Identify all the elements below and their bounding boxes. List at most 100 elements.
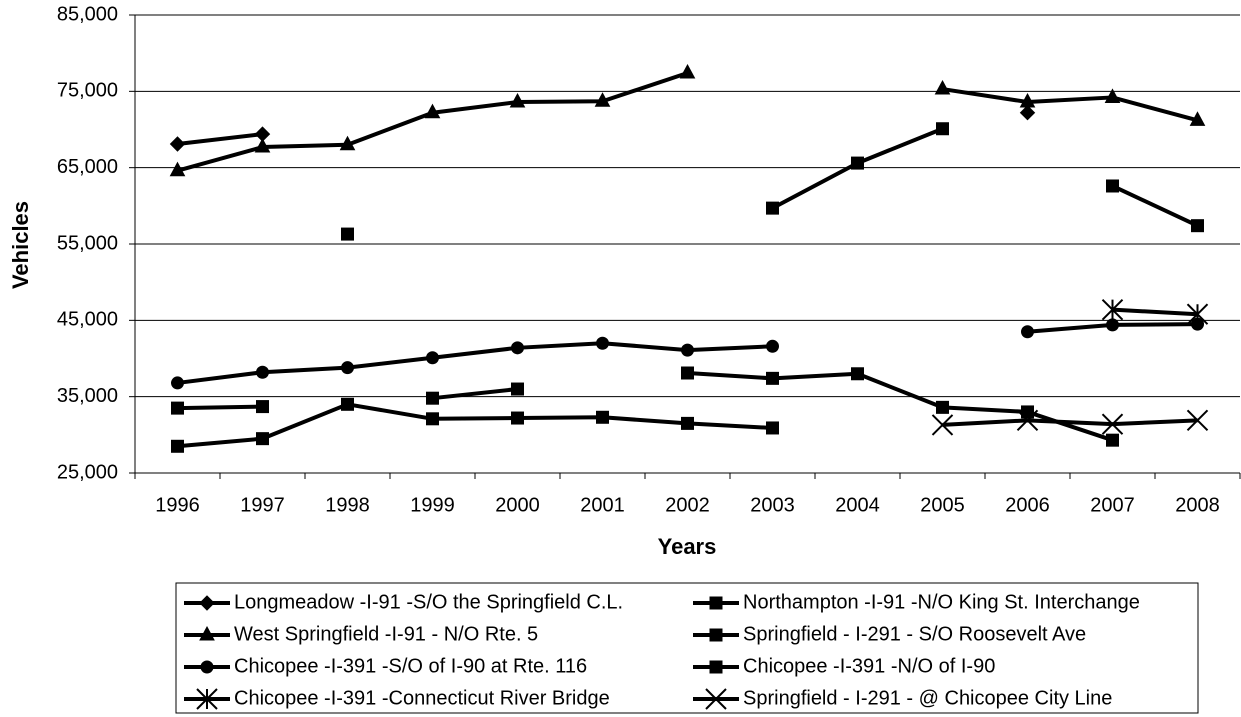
legend-box [175,582,1199,714]
x-tick-label: 2004 [835,494,880,516]
marker [169,161,186,177]
marker [426,391,439,405]
marker [1019,92,1036,108]
legend-label: Chicopee -I-391 -S/O of I-90 at Rte. 116 [234,655,587,677]
marker [766,421,779,435]
x-tick-label: 2002 [665,494,710,516]
marker [679,63,696,79]
marker [931,414,954,436]
y-tick-label: 65,000 [57,156,118,178]
marker [254,138,271,153]
x-tick-label: 1997 [240,494,285,516]
x-axis-label: Years [658,534,717,559]
marker [341,397,354,411]
marker [1019,104,1036,121]
legend-label: Chicopee -I-391 -Connecticut River Bridg… [234,687,610,709]
marker [256,432,269,446]
marker [936,400,949,414]
marker [1189,111,1206,126]
marker [934,79,951,95]
y-tick-label: 45,000 [57,309,118,331]
line [1112,307,1198,317]
legend-label: Springfield - I-291 - @ Chicopee City Li… [743,687,1112,709]
x-tick-label: 2000 [495,494,540,516]
x-tick-label: 1999 [410,494,455,516]
marker [341,361,354,375]
marker [596,410,609,424]
marker [1101,413,1124,435]
marker [851,156,864,170]
marker [1104,88,1121,103]
line [176,71,1199,173]
x-tick-label: 2008 [1175,494,1220,516]
marker [1021,325,1034,339]
legend-label: Longmeadow -I-91 -S/O the Springfield C.… [234,591,623,613]
marker [169,136,186,152]
y-tick-label: 25,000 [57,461,118,483]
marker [511,411,524,425]
marker [766,371,779,385]
marker [766,201,779,215]
x-tick-label: 2003 [750,494,795,516]
marker [426,351,439,365]
marker [171,401,184,415]
marker [256,400,269,414]
x-tick-label: 1996 [155,494,200,516]
y-tick-label: 55,000 [57,232,118,254]
marker [424,103,441,119]
y-tick-label: 75,000 [57,80,118,102]
marker [1021,405,1034,419]
marker [509,92,526,108]
x-tick-label: 2001 [580,494,625,516]
marker [596,336,609,350]
line [771,126,1199,228]
marker [594,92,611,107]
y-tick-label: 85,000 [57,3,118,25]
marker [766,339,779,353]
marker [709,596,723,610]
line [942,418,1198,427]
marker [511,382,524,396]
line [177,371,1114,443]
marker [171,376,184,390]
marker [936,122,949,136]
x-tick-label: 2007 [1090,494,1135,516]
marker [1101,298,1124,321]
x-tick-label: 2005 [920,494,965,516]
marker [196,688,218,710]
marker [1106,318,1119,332]
x-tick-label: 2006 [1005,494,1050,516]
marker [199,595,215,611]
marker [705,688,727,710]
y-axis-label: Vehicles [8,201,33,289]
marker [1106,179,1119,193]
marker [199,625,215,641]
legend-label: Springfield - I-291 - S/O Roosevelt Ave [743,623,1086,645]
marker [426,412,439,426]
legend-label: Northampton -I-91 -N/O King St. Intercha… [743,591,1140,613]
x-tick-label: 1998 [325,494,370,516]
marker [256,365,269,379]
marker [511,341,524,355]
marker [681,343,694,357]
marker [709,628,723,642]
marker [200,660,214,674]
marker [341,227,354,241]
marker [339,135,356,151]
marker [709,660,723,674]
marker [1016,409,1039,432]
marker [681,366,694,380]
marker [1186,303,1209,325]
marker [171,439,184,453]
marker [851,367,864,381]
marker [1106,433,1119,447]
legend-label: West Springfield -I-91 - N/O Rte. 5 [234,623,538,645]
marker [1191,219,1204,233]
marker [681,416,694,430]
legend-label: Chicopee -I-391 -N/O of I-90 [743,655,995,677]
line [177,402,773,449]
line [178,113,1028,144]
marker [1186,409,1209,432]
y-tick-label: 35,000 [57,385,118,407]
